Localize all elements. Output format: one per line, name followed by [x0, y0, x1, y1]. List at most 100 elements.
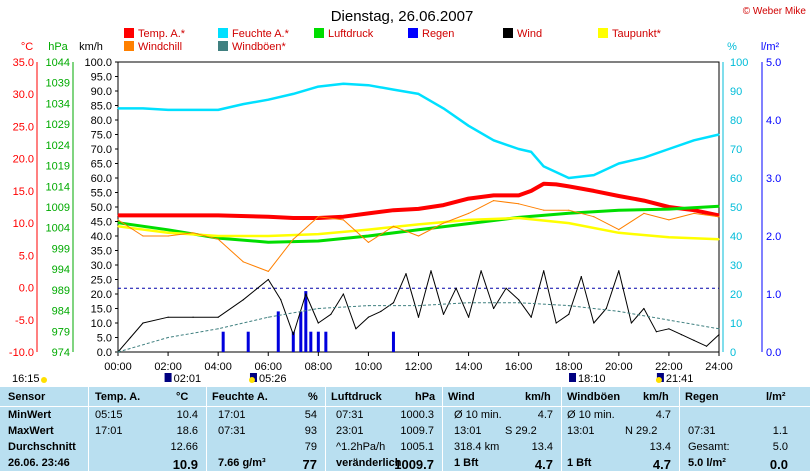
x-tick-7: 14:00	[455, 361, 483, 373]
marker-label-3: 18:10	[578, 373, 606, 385]
legend-swatch-1	[124, 41, 134, 51]
series-2-point-9	[568, 212, 570, 214]
series-0-point-15	[543, 183, 545, 185]
hdr-press-unit: hPa	[415, 391, 436, 403]
pressure-tick-5: 1019	[46, 161, 70, 173]
rain-bar-8	[324, 331, 328, 352]
series-4-point-20	[618, 229, 620, 231]
series-5-point-16	[380, 310, 382, 312]
table-cell-p_val: 1000.3	[400, 409, 434, 421]
rain-bar-3	[291, 331, 295, 352]
rain-bar-6	[309, 331, 313, 352]
x-tick-6: 12:00	[405, 361, 433, 373]
wind-tick-9: 55.0	[91, 188, 112, 200]
series-0-point-20	[643, 200, 645, 202]
table-cell-w_lbl: 1 Bft	[454, 457, 479, 469]
series-5-point-43	[718, 334, 720, 336]
rain-bar-7	[316, 331, 320, 352]
wind-tick-12: 40.0	[91, 231, 112, 243]
table-cell-p_val: 1009.7	[400, 425, 434, 437]
legend: Temp. A.*Windchill Feuchte A.*Windböen* Lu…	[124, 28, 662, 53]
series-4-point-3	[192, 232, 194, 234]
series-4-point-6	[267, 270, 269, 272]
legend-label-5: Regen	[422, 28, 454, 40]
series-1-point-1	[142, 107, 144, 109]
table-cell-t_val: 10.4	[176, 409, 198, 421]
temp-tick-1: 30.0	[13, 89, 34, 101]
humidity-tick-4: 60	[730, 173, 742, 185]
series-4-point-13	[442, 222, 445, 224]
wind-tick-2: 90.0	[91, 86, 112, 98]
series-1-point-4	[217, 109, 219, 111]
wind-tick-6: 70.0	[91, 144, 112, 156]
legend-label-1: Windchill	[138, 41, 182, 53]
series-1-point-24	[693, 139, 695, 141]
series-2-point-6	[417, 229, 420, 231]
marker-label-4: 21:41	[666, 373, 694, 385]
series-5-point-27	[518, 299, 520, 301]
pressure-tick-2: 1034	[46, 98, 70, 110]
pressure-tick-0: 1044	[46, 57, 70, 69]
hdr-hum-unit: %	[308, 391, 318, 403]
x-tick-4: 08:00	[305, 361, 333, 373]
x-tick-3: 06:00	[254, 361, 282, 373]
series-4-point-21	[643, 212, 645, 214]
series-1-point-7	[292, 93, 294, 95]
marker-label-0: 16:15	[12, 373, 40, 385]
rain-tick-4: 1.0	[766, 289, 781, 301]
series-3-point-2	[217, 235, 219, 237]
humidity-tick-2: 80	[730, 115, 742, 127]
series-1-point-17	[530, 151, 532, 153]
wind-tick-0: 100.0	[84, 57, 112, 69]
series-3-point-9	[568, 222, 570, 224]
legend-label-4: Luftdruck	[328, 28, 374, 40]
table-cell-h_time: 17:01	[218, 409, 246, 421]
wind-tick-16: 20.0	[91, 289, 112, 301]
series-5-point-31	[568, 313, 570, 315]
hdr-sensor: Sensor	[8, 391, 46, 403]
marker-label-1: 02:01	[174, 373, 202, 385]
x-tick-9: 18:00	[555, 361, 583, 373]
rain-tick-2: 3.0	[766, 173, 781, 185]
series-1-point-5	[242, 103, 244, 105]
rain-bar-2	[276, 311, 280, 352]
pressure-tick-9: 999	[52, 243, 70, 255]
marker-label-2: 05:26	[259, 373, 287, 385]
wind-tick-11: 45.0	[91, 217, 112, 229]
series-4-point-2	[167, 235, 169, 237]
humidity-tick-0: 100	[730, 57, 748, 69]
hdr-wind: Wind	[448, 391, 475, 403]
series-line-5	[117, 270, 720, 353]
series-1-point-11	[392, 89, 395, 91]
series-5-point-32	[580, 276, 582, 278]
legend-swatch-5	[408, 28, 418, 38]
series-0-point-19	[618, 195, 620, 197]
rain-bar-1	[246, 331, 250, 352]
hdr-temp: Temp. A.	[95, 391, 141, 403]
pressure-tick-12: 984	[52, 306, 70, 318]
series-4-point-1	[142, 235, 144, 237]
series-0-point-1	[167, 214, 169, 216]
rain-bar-0	[221, 331, 225, 352]
series-5-point-3	[167, 316, 169, 318]
series-1-point-22	[643, 157, 645, 159]
temp-tick-4: 15.0	[13, 186, 34, 198]
marker-icon-1	[164, 373, 172, 382]
table-cell-t_time: 05:15	[95, 409, 123, 421]
humidity-tick-3: 70	[730, 144, 742, 156]
series-3-point-11	[668, 236, 670, 238]
series-3-point-4	[317, 233, 319, 235]
series-4-point-0	[117, 219, 119, 221]
series-5-point-38	[655, 331, 658, 333]
marker-icon-3	[569, 373, 577, 382]
series-5-point-25	[493, 307, 495, 310]
table-cell-h_val: 79	[304, 441, 317, 453]
rain-tick-3: 2.0	[766, 231, 781, 243]
table-cell-h_val: 54	[304, 409, 317, 421]
series-6-point-5	[367, 305, 369, 307]
x-tick-10: 20:00	[605, 361, 633, 373]
pressure-tick-7: 1009	[46, 202, 70, 214]
series-0-point-0	[117, 214, 119, 216]
series-6-point-9	[568, 305, 570, 307]
wind-tick-5: 75.0	[91, 130, 112, 142]
